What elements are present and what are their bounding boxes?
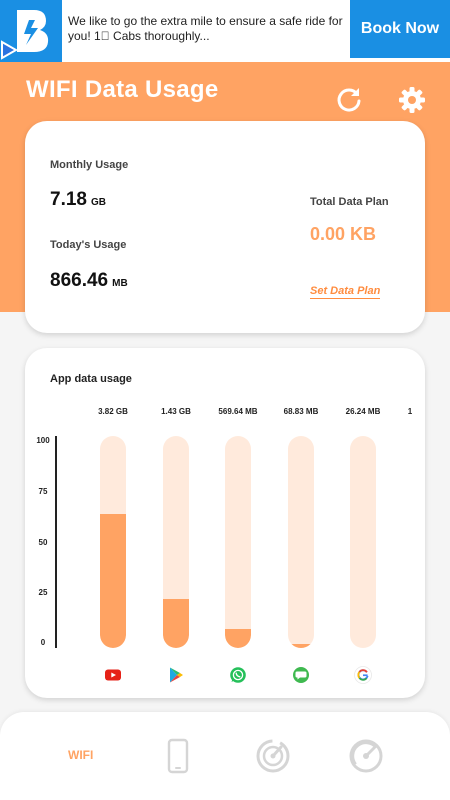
app-usage-value-overflow: 1 bbox=[407, 407, 413, 416]
page-title: WIFI Data Usage bbox=[26, 76, 219, 103]
refresh-icon[interactable] bbox=[335, 86, 363, 114]
app-usage-value: 68.83 MB bbox=[283, 407, 319, 416]
monthly-usage-unit: GB bbox=[90, 197, 106, 208]
gear-icon[interactable] bbox=[398, 86, 426, 114]
y-axis-tick: 100 bbox=[36, 436, 50, 445]
nav-tab-wifi[interactable]: WIFI bbox=[68, 748, 94, 762]
todays-usage-unit: MB bbox=[112, 278, 128, 289]
monthly-usage-value: 7.18 GB bbox=[50, 189, 106, 211]
usage-bar-fill bbox=[225, 628, 251, 648]
whatsapp-icon[interactable] bbox=[229, 666, 247, 684]
app-usage-value: 26.24 MB bbox=[345, 407, 381, 416]
play-store-icon[interactable] bbox=[167, 666, 185, 684]
set-data-plan-link[interactable]: Set Data Plan bbox=[310, 285, 381, 299]
y-axis-tick: 25 bbox=[38, 588, 48, 597]
usage-bar-track bbox=[163, 436, 189, 648]
total-data-plan-value: 0.00 KB bbox=[310, 224, 377, 244]
todays-usage-value: 866.46 MB bbox=[50, 270, 128, 292]
book-now-button[interactable]: Book Now bbox=[350, 0, 450, 58]
bottom-navigation: WIFI bbox=[0, 712, 450, 800]
app-usage-value: 569.64 MB bbox=[218, 407, 258, 416]
y-axis-tick: 50 bbox=[38, 538, 48, 547]
ad-logo-icon bbox=[0, 10, 49, 60]
y-axis-tick: 0 bbox=[40, 638, 46, 647]
ad-text[interactable]: We like to go the extra mile to ensure a… bbox=[68, 14, 343, 43]
usage-bar-track bbox=[100, 436, 126, 648]
gauge-icon[interactable] bbox=[348, 738, 384, 774]
usage-bar-track bbox=[288, 436, 314, 648]
todays-usage-number: 866.46 bbox=[50, 270, 109, 291]
ad-logo[interactable] bbox=[0, 0, 62, 62]
google-icon[interactable] bbox=[354, 666, 372, 684]
app-usage-value: 1.43 GB bbox=[161, 407, 191, 416]
ad-banner[interactable]: We like to go the extra mile to ensure a… bbox=[0, 0, 450, 62]
total-data-plan-label: Total Data Plan bbox=[310, 196, 389, 208]
speedometer-icon[interactable] bbox=[255, 738, 291, 774]
app-data-usage-title: App data usage bbox=[50, 373, 132, 385]
phone-icon[interactable] bbox=[166, 738, 190, 774]
usage-bar-fill bbox=[100, 514, 126, 648]
app-data-usage-card: App data usage 3.82 GB 1.43 GB 569.64 MB… bbox=[25, 348, 425, 698]
todays-usage-label: Today's Usage bbox=[50, 239, 127, 251]
usage-bar-track bbox=[225, 436, 251, 648]
monthly-usage-number: 7.18 bbox=[50, 189, 87, 210]
usage-bar-fill bbox=[163, 599, 189, 648]
monthly-usage-label: Monthly Usage bbox=[50, 159, 129, 171]
y-axis-tick: 75 bbox=[38, 487, 48, 496]
usage-bar-fill bbox=[288, 643, 314, 648]
app-usage-value: 3.82 GB bbox=[98, 407, 128, 416]
y-axis-line bbox=[55, 436, 57, 648]
usage-bar-track bbox=[350, 436, 376, 648]
chat-icon[interactable] bbox=[292, 666, 310, 684]
usage-summary-card: Monthly Usage 7.18 GB Today's Usage 866.4… bbox=[25, 121, 425, 333]
youtube-icon[interactable] bbox=[104, 666, 122, 684]
